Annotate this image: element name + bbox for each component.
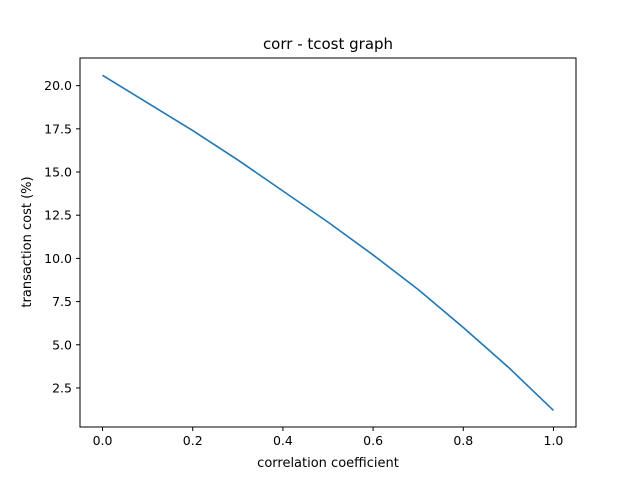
- x-tick-label: 0.4: [273, 433, 293, 448]
- x-tick-label: 0.0: [93, 433, 113, 448]
- chart-title: corr - tcost graph: [263, 35, 393, 53]
- y-tick-label: 15.0: [44, 165, 72, 180]
- x-tick-label: 1.0: [544, 433, 564, 448]
- x-tick-label: 0.6: [363, 433, 383, 448]
- x-axis: 0.0 0.2 0.4 0.6 0.8 1.0: [93, 427, 564, 448]
- y-tick-label: 20.0: [44, 78, 72, 93]
- x-axis-label: correlation coefficient: [257, 456, 399, 471]
- y-tick-label: 5.0: [52, 337, 72, 352]
- y-tick-label: 17.5: [44, 121, 72, 136]
- y-tick-label: 7.5: [52, 294, 72, 309]
- y-axis-label: transaction cost (%): [20, 176, 35, 307]
- plot-frame: [79, 57, 577, 428]
- series-line: [102, 74, 555, 411]
- y-tick-label: 10.0: [44, 251, 72, 266]
- y-axis: 2.5 5.0 7.5 10.0 12.5 15.0 17.5 20.0: [44, 78, 80, 395]
- x-tick-label: 0.2: [183, 433, 203, 448]
- plot-area: [102, 74, 555, 411]
- y-tick-label: 12.5: [44, 208, 72, 223]
- x-tick-label: 0.8: [453, 433, 473, 448]
- y-tick-label: 2.5: [52, 380, 72, 395]
